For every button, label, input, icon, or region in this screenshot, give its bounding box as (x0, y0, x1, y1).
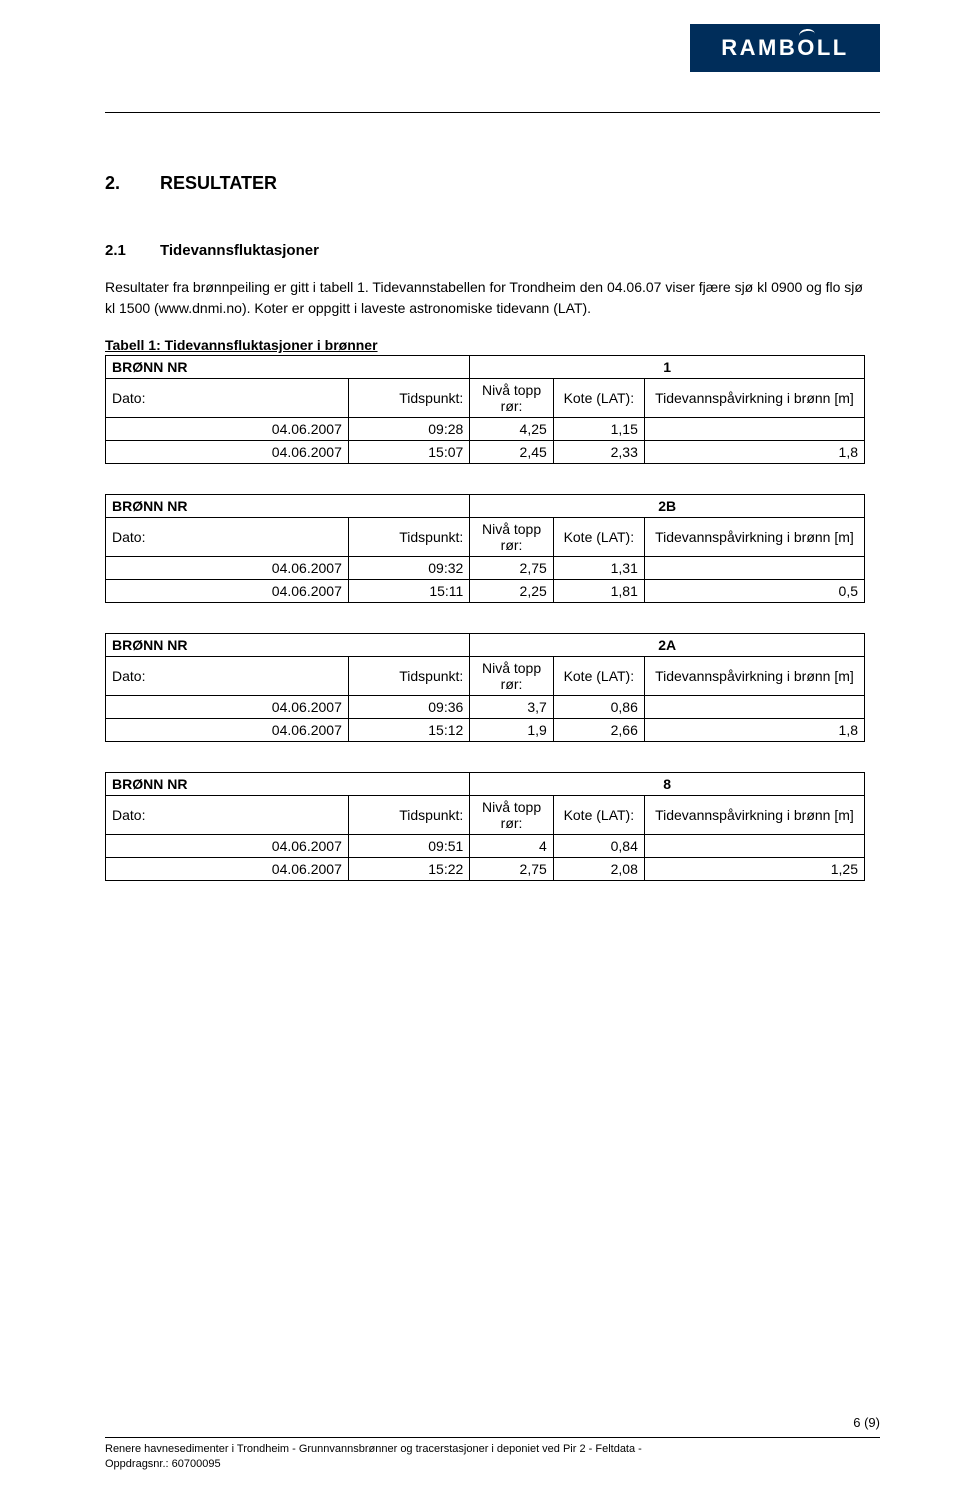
column-header: Dato: (106, 657, 349, 696)
intro-paragraph: Resultater fra brønnpeiling er gitt i ta… (105, 277, 865, 319)
table-cell: 2,75 (470, 557, 553, 580)
data-table: BRØNN NR1 Dato:Tidspunkt:Nivå topp rør:Ko… (105, 355, 865, 464)
top-rule (105, 112, 880, 113)
footer-line-1: Renere havnesedimenter i Trondheim - Gru… (105, 1442, 880, 1457)
column-header: Dato: (106, 796, 349, 835)
table-cell: 04.06.2007 (106, 719, 349, 742)
table-cell: 0,5 (644, 580, 864, 603)
brand-logo: RAMBOLL (690, 24, 880, 72)
column-header: Kote (LAT): (553, 379, 644, 418)
section-number: 2. (105, 173, 160, 194)
column-header: Dato: (106, 379, 349, 418)
table-cell: 04.06.2007 (106, 580, 349, 603)
table-row: 04.06.200715:121,92,661,8 (106, 719, 865, 742)
table-header-bronn-id: 8 (470, 773, 865, 796)
column-header: Nivå topp rør: (470, 518, 553, 557)
column-header: Tidevannspåvirkning i brønn [m] (644, 379, 864, 418)
table-cell: 04.06.2007 (106, 418, 349, 441)
subsection-title: Tidevannsfluktasjoner (160, 242, 319, 259)
table-header-bronn-label: BRØNN NR (106, 356, 470, 379)
column-header: Kote (LAT): (553, 796, 644, 835)
table-cell: 0,84 (553, 835, 644, 858)
footer-rule (105, 1437, 880, 1438)
column-header: Tidspunkt: (348, 518, 469, 557)
column-header: Tidspunkt: (348, 657, 469, 696)
table-cell: 1,9 (470, 719, 553, 742)
table-cell (644, 835, 864, 858)
table-header-bronn-label: BRØNN NR (106, 495, 470, 518)
table-cell (644, 557, 864, 580)
table-cell: 09:51 (348, 835, 469, 858)
table-cell: 15:07 (348, 441, 469, 464)
table-cell: 2,66 (553, 719, 644, 742)
subsection-number: 2.1 (105, 242, 160, 259)
table-cell: 04.06.2007 (106, 835, 349, 858)
footer-line-2: Oppdragsnr.: 60700095 (105, 1457, 880, 1472)
table-cell: 15:12 (348, 719, 469, 742)
column-header: Tidevannspåvirkning i brønn [m] (644, 518, 864, 557)
table-cell: 2,25 (470, 580, 553, 603)
table-row: 04.06.200709:363,70,86 (106, 696, 865, 719)
table-cell: 15:11 (348, 580, 469, 603)
table-cell: 04.06.2007 (106, 441, 349, 464)
table-cell: 2,75 (470, 858, 553, 881)
table-cell: 04.06.2007 (106, 557, 349, 580)
column-header: Nivå topp rør: (470, 379, 553, 418)
table-cell: 1,15 (553, 418, 644, 441)
table-cell: 3,7 (470, 696, 553, 719)
page-footer: 6 (9) Renere havnesedimenter i Trondheim… (105, 1437, 880, 1472)
table-row: 04.06.200715:072,452,331,8 (106, 441, 865, 464)
table-cell: 4,25 (470, 418, 553, 441)
table-row: 04.06.200709:322,751,31 (106, 557, 865, 580)
data-table: BRØNN NR2A Dato:Tidspunkt:Nivå topp rør:K… (105, 633, 865, 742)
subsection-heading: 2.1Tidevannsfluktasjoner (105, 242, 880, 259)
column-header: Tidevannspåvirkning i brønn [m] (644, 796, 864, 835)
table-cell: 0,86 (553, 696, 644, 719)
table-cell: 15:22 (348, 858, 469, 881)
table-cell: 4 (470, 835, 553, 858)
table-cell: 1,81 (553, 580, 644, 603)
table-row: 04.06.200709:284,251,15 (106, 418, 865, 441)
column-header: Kote (LAT): (553, 657, 644, 696)
table-cell: 1,8 (644, 441, 864, 464)
table-header-bronn-id: 2A (470, 634, 865, 657)
column-header: Dato: (106, 518, 349, 557)
table-header-bronn-id: 1 (470, 356, 865, 379)
table-cell: 04.06.2007 (106, 858, 349, 881)
table-header-bronn-label: BRØNN NR (106, 634, 470, 657)
column-header: Nivå topp rør: (470, 796, 553, 835)
table-cell (644, 696, 864, 719)
column-header: Nivå topp rør: (470, 657, 553, 696)
table-cell: 1,31 (553, 557, 644, 580)
table-cell: 1,25 (644, 858, 864, 881)
table-caption: Tabell 1: Tidevannsfluktasjoner i brønne… (105, 337, 880, 353)
column-header: Tidevannspåvirkning i brønn [m] (644, 657, 864, 696)
table-cell: 09:32 (348, 557, 469, 580)
brand-logo-text: RAMBOLL (721, 35, 849, 61)
table-row: 04.06.200715:222,752,081,25 (106, 858, 865, 881)
data-table: BRØNN NR8 Dato:Tidspunkt:Nivå topp rør:Ko… (105, 772, 865, 881)
section-title: RESULTATER (160, 173, 277, 193)
section-heading: 2.RESULTATER (105, 173, 880, 194)
table-row: 04.06.200709:5140,84 (106, 835, 865, 858)
table-cell (644, 418, 864, 441)
table-cell: 09:28 (348, 418, 469, 441)
table-header-bronn-id: 2B (470, 495, 865, 518)
table-cell: 2,33 (553, 441, 644, 464)
table-cell: 2,08 (553, 858, 644, 881)
table-cell: 2,45 (470, 441, 553, 464)
column-header: Tidspunkt: (348, 379, 469, 418)
data-table: BRØNN NR2B Dato:Tidspunkt:Nivå topp rør:K… (105, 494, 865, 603)
table-cell: 1,8 (644, 719, 864, 742)
column-header: Kote (LAT): (553, 518, 644, 557)
table-header-bronn-label: BRØNN NR (106, 773, 470, 796)
table-cell: 09:36 (348, 696, 469, 719)
page-number: 6 (9) (853, 1415, 880, 1430)
table-cell: 04.06.2007 (106, 696, 349, 719)
table-row: 04.06.200715:112,251,810,5 (106, 580, 865, 603)
column-header: Tidspunkt: (348, 796, 469, 835)
